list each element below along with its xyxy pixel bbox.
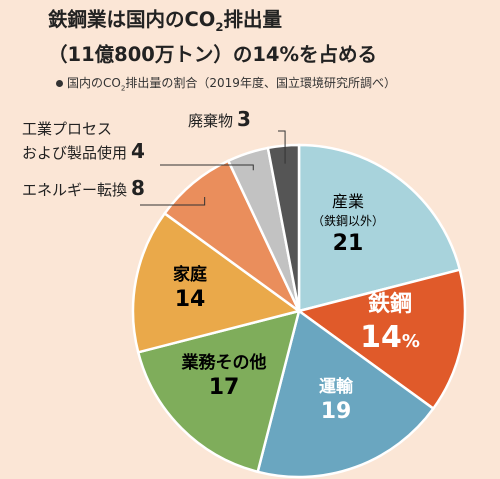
label-energy-conversion: エネルギー転換 8 xyxy=(22,176,145,200)
label-waste: 廃棄物 3 xyxy=(188,107,251,131)
pie-slice-business xyxy=(136,309,301,474)
label-steel: 鉄鋼 14% xyxy=(360,292,420,355)
label-transport: 運輸 19 xyxy=(319,377,353,424)
bullet-icon xyxy=(56,80,63,87)
pie-slice-transport xyxy=(256,308,436,479)
title-line1: 鉄鋼業は国内のCO2排出量 xyxy=(48,8,283,34)
pie-slice-industry xyxy=(297,143,462,313)
leader-line-waste xyxy=(278,130,286,164)
title-line2: （11億800万トン）の14%を占める xyxy=(48,42,378,66)
label-business: 業務その他 17 xyxy=(181,353,267,400)
chart-title: 鉄鋼業は国内のCO2排出量 （11億800万トン）の14%を占める xyxy=(48,6,377,68)
source-note: 国内のCO2排出量の割合（2019年度、国立環境研究所調べ） xyxy=(56,74,396,92)
label-industry: 産業 （鉄鋼以外） 21 xyxy=(311,192,385,256)
label-industrial-process: 工業プロセス および製品使用 4 xyxy=(22,120,145,163)
pie-slice-household xyxy=(131,211,302,354)
leader-line-energy-conversion xyxy=(140,196,206,206)
pie-slice-steel xyxy=(296,268,467,411)
label-household: 家庭 14 xyxy=(173,265,207,312)
pie-slice-waste xyxy=(266,143,301,312)
leader-line-industrial-process xyxy=(160,164,254,171)
